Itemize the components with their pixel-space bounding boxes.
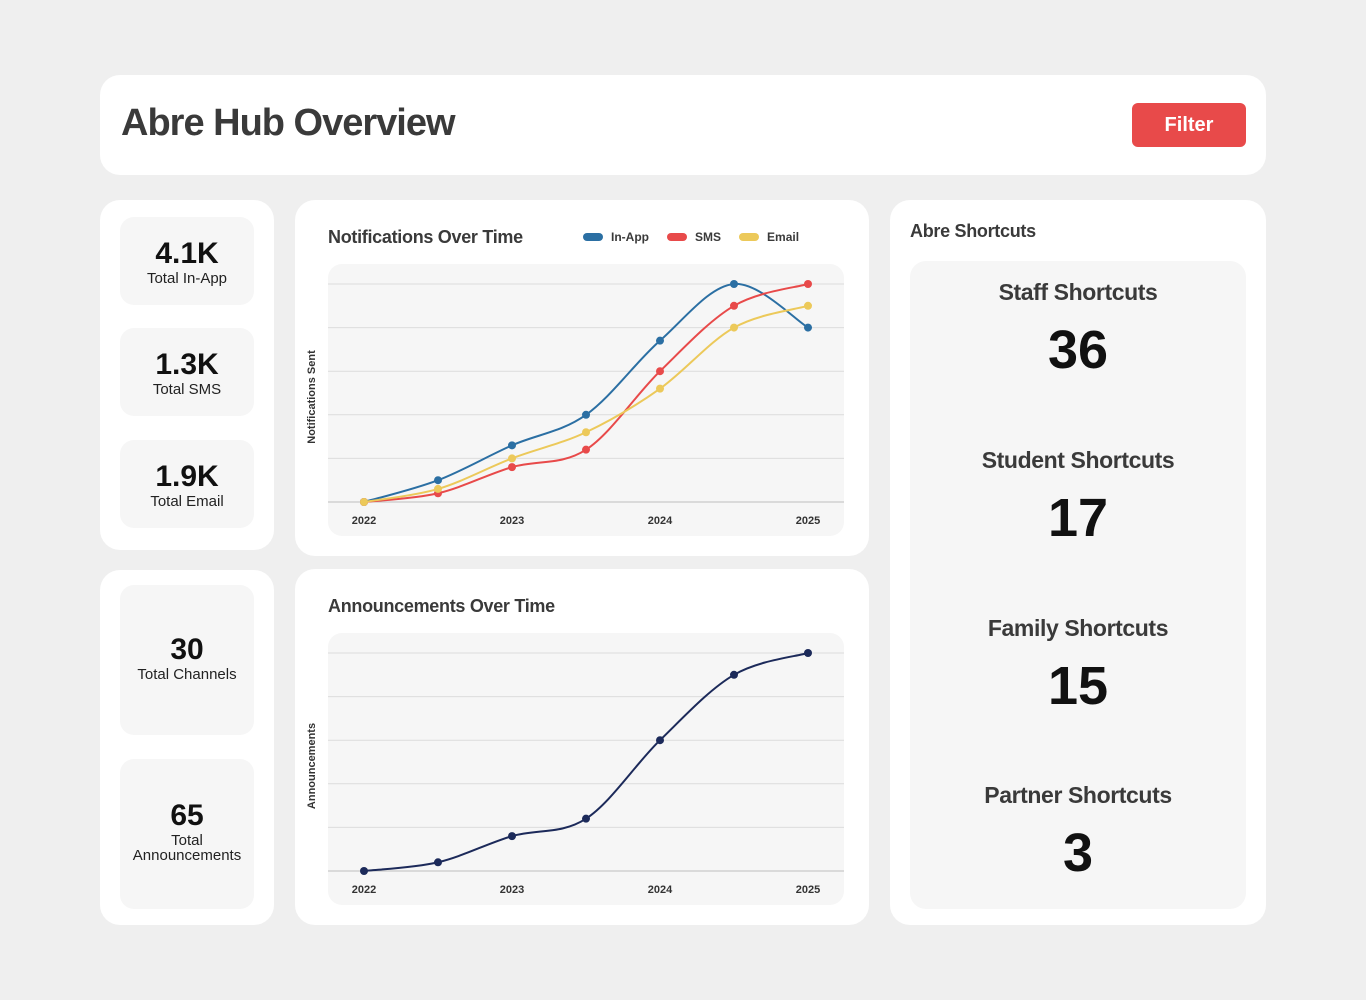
data-point[interactable] bbox=[582, 410, 590, 419]
stat-total-sms: 1.3K Total SMS bbox=[120, 328, 254, 416]
shortcut-value-staff: 36 bbox=[1047, 320, 1109, 380]
stat-value: 4.1K bbox=[155, 237, 219, 270]
data-point[interactable] bbox=[656, 336, 664, 345]
data-point[interactable] bbox=[508, 463, 516, 472]
stat-label: Total bbox=[171, 832, 203, 849]
filter-button[interactable]: Filter bbox=[1132, 103, 1246, 147]
stat-total-email: 1.9K Total Email bbox=[120, 440, 254, 528]
data-point[interactable] bbox=[804, 649, 812, 657]
data-point[interactable] bbox=[656, 367, 664, 376]
chart-title: Announcements Over Time bbox=[328, 596, 555, 616]
shortcut-label-family: Family Shortcuts bbox=[987, 615, 1169, 641]
data-point[interactable] bbox=[360, 498, 368, 506]
stat-label: Total Email bbox=[150, 493, 224, 510]
chart-legend: In-App SMS Email bbox=[583, 230, 799, 244]
legend-label: Email bbox=[767, 230, 800, 244]
announcements-chart-card: 2022 2023 2024 2025 Announcements Announceme… bbox=[295, 569, 869, 925]
chart-title: Notifications Over Time bbox=[328, 227, 523, 247]
stat-label: Total In-App bbox=[146, 270, 228, 287]
data-point[interactable] bbox=[804, 323, 812, 332]
data-point[interactable] bbox=[656, 384, 664, 393]
page-title: Abre Hub Overview bbox=[121, 102, 456, 144]
data-point[interactable] bbox=[804, 301, 812, 310]
data-point[interactable] bbox=[582, 814, 590, 823]
data-point[interactable] bbox=[508, 832, 516, 841]
stat-value: 1.3K bbox=[155, 348, 219, 381]
data-point[interactable] bbox=[730, 301, 738, 310]
legend-swatch bbox=[739, 233, 760, 241]
stat-total-in-app: 4.1K Total In-App bbox=[120, 217, 254, 305]
data-point[interactable] bbox=[508, 441, 516, 450]
stat-value: 65 bbox=[170, 799, 204, 832]
stat-value: 30 bbox=[170, 633, 204, 666]
data-point[interactable] bbox=[360, 867, 368, 875]
x-tick-label: 2024 bbox=[648, 515, 673, 527]
stat-value: 1.9K bbox=[155, 460, 219, 493]
legend-item[interactable]: In-App bbox=[583, 230, 649, 244]
plot-area bbox=[328, 633, 844, 905]
data-point[interactable] bbox=[434, 476, 442, 485]
shortcut-label-partner: Partner Shortcuts bbox=[984, 782, 1172, 808]
shortcut-label-staff: Staff Shortcuts bbox=[998, 279, 1158, 305]
x-tick-label: 2022 bbox=[352, 515, 376, 527]
x-tick-label: 2025 bbox=[796, 515, 820, 527]
stat-label: Total Channels bbox=[137, 666, 237, 683]
x-tick-label: 2022 bbox=[352, 884, 376, 896]
x-tick-label: 2024 bbox=[648, 884, 673, 896]
data-point[interactable] bbox=[730, 670, 738, 679]
legend-item[interactable]: SMS bbox=[667, 230, 721, 244]
notifications-chart: 2022 2023 2024 2025 Notifications Sent bbox=[306, 264, 844, 536]
shortcut-value-student: 17 bbox=[1047, 488, 1109, 548]
data-point[interactable] bbox=[582, 428, 590, 437]
legend-label: In-App bbox=[611, 230, 649, 244]
shortcut-label-student: Student Shortcuts bbox=[981, 447, 1175, 473]
legend-swatch bbox=[583, 233, 603, 241]
y-axis-label: Announcements bbox=[306, 723, 318, 809]
data-point[interactable] bbox=[804, 280, 812, 288]
stat-label: Total SMS bbox=[152, 381, 222, 398]
shortcuts-panel: Staff Shortcuts 36 Student Shortcuts 17 … bbox=[910, 261, 1246, 909]
x-tick-label: 2023 bbox=[500, 515, 524, 527]
x-tick-label: 2023 bbox=[500, 884, 524, 896]
data-point[interactable] bbox=[730, 323, 738, 332]
legend-swatch bbox=[667, 233, 687, 241]
shortcut-value-partner: 3 bbox=[1062, 823, 1094, 883]
stat-total-announcements: 65 Total Announcements bbox=[120, 759, 254, 909]
data-point[interactable] bbox=[730, 280, 738, 288]
announcement-stats-card: 30 Total Channels 65 Total Announcements bbox=[100, 570, 274, 925]
stat-label: Announcements bbox=[132, 847, 242, 864]
data-point[interactable] bbox=[434, 484, 442, 493]
shortcuts-card: Abre Shortcuts Staff Shortcuts 36 Studen… bbox=[890, 200, 1266, 925]
y-axis-label: Notifications Sent bbox=[306, 350, 318, 444]
shortcut-value-family: 15 bbox=[1047, 656, 1109, 716]
shortcuts-title: Abre Shortcuts bbox=[910, 221, 1036, 241]
notification-stats-card: 4.1K Total In-App 1.3K Total SMS 1.9K To… bbox=[100, 200, 274, 550]
data-point[interactable] bbox=[582, 445, 590, 454]
header-card: Abre Hub Overview Filter bbox=[100, 75, 1266, 175]
notifications-chart-card: 2022 2023 2024 2025 Notifications Sent Notif… bbox=[295, 200, 869, 556]
data-point[interactable] bbox=[656, 736, 664, 745]
data-point[interactable] bbox=[508, 454, 516, 463]
plot-area bbox=[328, 264, 844, 536]
data-point[interactable] bbox=[434, 858, 442, 867]
x-tick-label: 2025 bbox=[796, 884, 820, 896]
legend-label: SMS bbox=[695, 230, 722, 244]
stat-total-channels: 30 Total Channels bbox=[120, 585, 254, 735]
legend-item[interactable]: Email bbox=[739, 230, 799, 244]
announcements-chart: 2022 2023 2024 2025 Announcements bbox=[306, 633, 844, 905]
